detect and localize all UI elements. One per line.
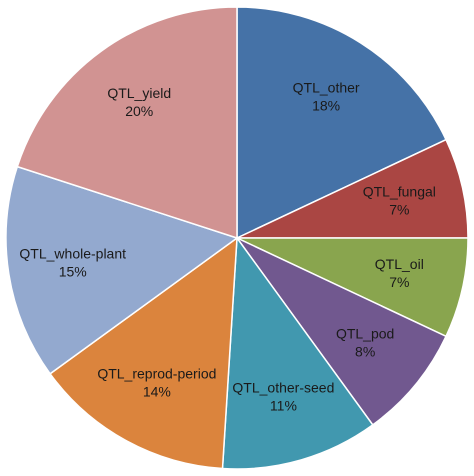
slice-value-label: 11% (270, 397, 297, 413)
slice-value-label: 7% (389, 201, 409, 217)
pie-slice (221, 235, 374, 470)
slice-label: QTL_yield (107, 85, 171, 101)
slice-value-label: 18% (312, 97, 340, 113)
slice-label: QTL_fungal (363, 183, 436, 199)
pie-slice (236, 138, 469, 239)
slice-label: QTL_oil (375, 256, 424, 272)
pie-slice (16, 6, 238, 240)
pie-slice (236, 237, 448, 426)
pie-slice (5, 165, 239, 375)
slice-label: QTL_other (293, 79, 360, 95)
slice-label: QTL_pod (336, 326, 394, 342)
slice-value-label: 8% (355, 344, 375, 360)
pie-slice (236, 6, 448, 240)
slice-value-label: 20% (125, 103, 153, 119)
pie-slice (236, 237, 469, 338)
slice-label: QTL_whole-plant (19, 246, 126, 262)
slice-value-label: 15% (59, 264, 87, 280)
slice-value-label: 7% (389, 274, 409, 290)
pie-slice (49, 236, 238, 470)
slice-value-label: 14% (143, 383, 171, 399)
slice-label: QTL_reprod-period (97, 365, 216, 381)
slice-label: QTL_other-seed (232, 379, 334, 395)
